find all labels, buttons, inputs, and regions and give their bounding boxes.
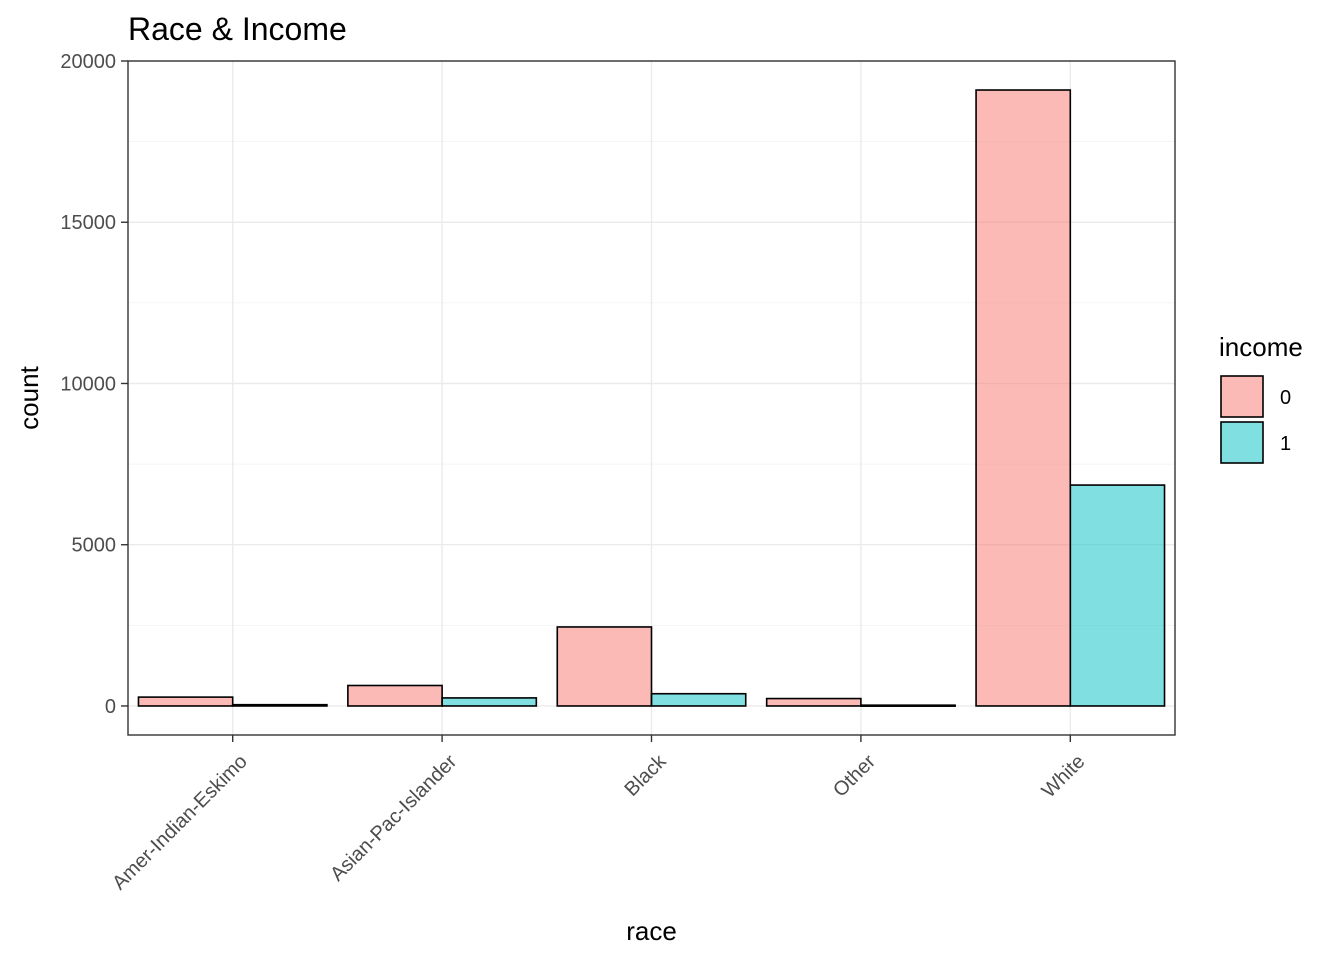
bar-white-income-1 [1069, 484, 1166, 707]
bars [137, 89, 1166, 707]
y-tick-label: 5000 [72, 535, 117, 557]
x-tick-label: Black [621, 750, 672, 801]
bar-other-income-0 [765, 697, 862, 707]
legend-label: 0 [1280, 387, 1291, 409]
bar-asian-pac-islander-income-0 [347, 684, 443, 707]
bar-black-income-1 [650, 692, 747, 707]
y-tick-label: 20000 [60, 51, 116, 73]
x-axis-label: race [626, 916, 677, 946]
y-tick-label: 10000 [60, 373, 116, 395]
legend-label: 1 [1280, 433, 1291, 455]
legend-title: income [1219, 332, 1303, 362]
x-tick-label: Amer-Indian-Eskimo [108, 751, 252, 895]
y-axis-label: count [14, 365, 44, 429]
legend-key-0 [1220, 375, 1264, 418]
chart-title: Race & Income [128, 11, 347, 47]
bar-asian-pac-islander-income-1 [441, 697, 538, 707]
y-tick-label: 0 [105, 696, 116, 718]
x-axis-ticks: Amer-Indian-Eskimo Asian-Pac-Islander Blac… [108, 735, 1089, 894]
x-tick-label: White [1038, 751, 1090, 803]
bar-other-income-1 [860, 704, 956, 707]
bar-white-income-0 [975, 89, 1072, 707]
legend-key-1 [1220, 421, 1264, 464]
y-axis-ticks: 0 5000 10000 15000 20000 [60, 51, 128, 718]
bar-black-income-0 [556, 626, 653, 707]
legend: income 0 1 [1219, 332, 1303, 464]
y-tick-label: 15000 [60, 212, 116, 234]
bar-amer-indian-eskimo-income-1 [231, 703, 328, 707]
bar-amer-indian-eskimo-income-0 [137, 696, 234, 707]
x-tick-label: Other [829, 750, 880, 801]
x-tick-label: Asian-Pac-Islander [326, 750, 461, 885]
